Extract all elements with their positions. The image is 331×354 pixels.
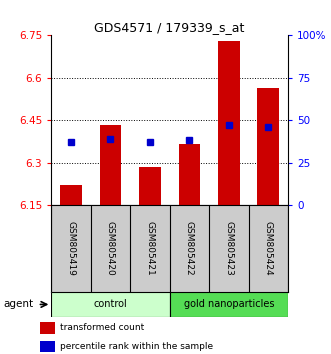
Bar bbox=[40, 341, 55, 352]
Bar bbox=[60, 185, 82, 205]
Text: gold nanoparticles: gold nanoparticles bbox=[184, 299, 274, 309]
Bar bbox=[40, 322, 55, 333]
Text: percentile rank within the sample: percentile rank within the sample bbox=[60, 342, 213, 351]
Bar bbox=[258, 88, 279, 205]
Text: GSM805419: GSM805419 bbox=[67, 221, 75, 276]
Text: GSM805421: GSM805421 bbox=[145, 221, 155, 276]
Bar bbox=[218, 41, 240, 205]
Bar bbox=[169, 292, 288, 317]
Bar bbox=[139, 167, 161, 205]
Text: GSM805423: GSM805423 bbox=[224, 221, 233, 276]
Bar bbox=[100, 125, 121, 205]
Text: GSM805420: GSM805420 bbox=[106, 221, 115, 276]
Text: agent: agent bbox=[3, 299, 33, 309]
Text: control: control bbox=[94, 299, 127, 309]
Text: transformed count: transformed count bbox=[60, 324, 144, 332]
Text: GSM805422: GSM805422 bbox=[185, 221, 194, 276]
Title: GDS4571 / 179339_s_at: GDS4571 / 179339_s_at bbox=[94, 21, 245, 34]
Bar bbox=[178, 144, 200, 205]
Text: GSM805424: GSM805424 bbox=[264, 221, 273, 276]
Bar bbox=[51, 292, 169, 317]
